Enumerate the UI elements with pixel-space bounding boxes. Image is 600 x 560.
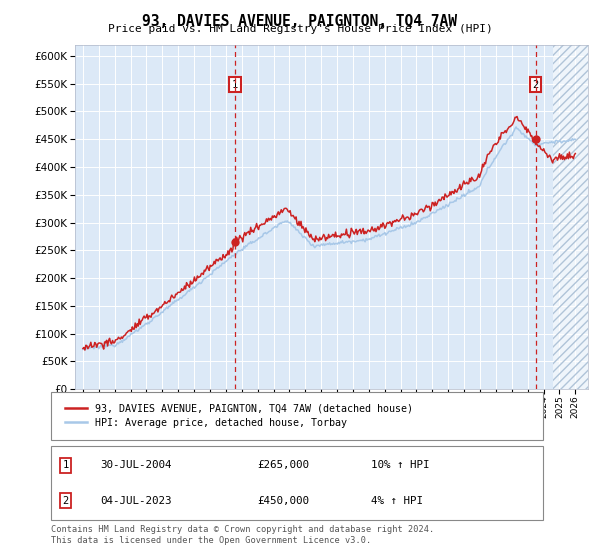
Text: 93, DAVIES AVENUE, PAIGNTON, TQ4 7AW: 93, DAVIES AVENUE, PAIGNTON, TQ4 7AW xyxy=(143,14,458,29)
Text: Price paid vs. HM Land Registry's House Price Index (HPI): Price paid vs. HM Land Registry's House … xyxy=(107,24,493,34)
Text: 2: 2 xyxy=(62,496,69,506)
Text: Contains HM Land Registry data © Crown copyright and database right 2024.
This d: Contains HM Land Registry data © Crown c… xyxy=(51,525,434,545)
Legend: 93, DAVIES AVENUE, PAIGNTON, TQ4 7AW (detached house), HPI: Average price, detac: 93, DAVIES AVENUE, PAIGNTON, TQ4 7AW (de… xyxy=(61,400,417,432)
Bar xyxy=(553,45,596,389)
Bar xyxy=(553,45,596,389)
Text: 2: 2 xyxy=(533,80,539,90)
Text: £450,000: £450,000 xyxy=(257,496,310,506)
Text: 04-JUL-2023: 04-JUL-2023 xyxy=(100,496,172,506)
Text: 1: 1 xyxy=(232,80,238,90)
Text: 10% ↑ HPI: 10% ↑ HPI xyxy=(371,460,430,470)
FancyBboxPatch shape xyxy=(51,392,543,440)
Text: £265,000: £265,000 xyxy=(257,460,310,470)
Text: 4% ↑ HPI: 4% ↑ HPI xyxy=(371,496,423,506)
Text: 30-JUL-2004: 30-JUL-2004 xyxy=(100,460,172,470)
Text: 1: 1 xyxy=(62,460,69,470)
